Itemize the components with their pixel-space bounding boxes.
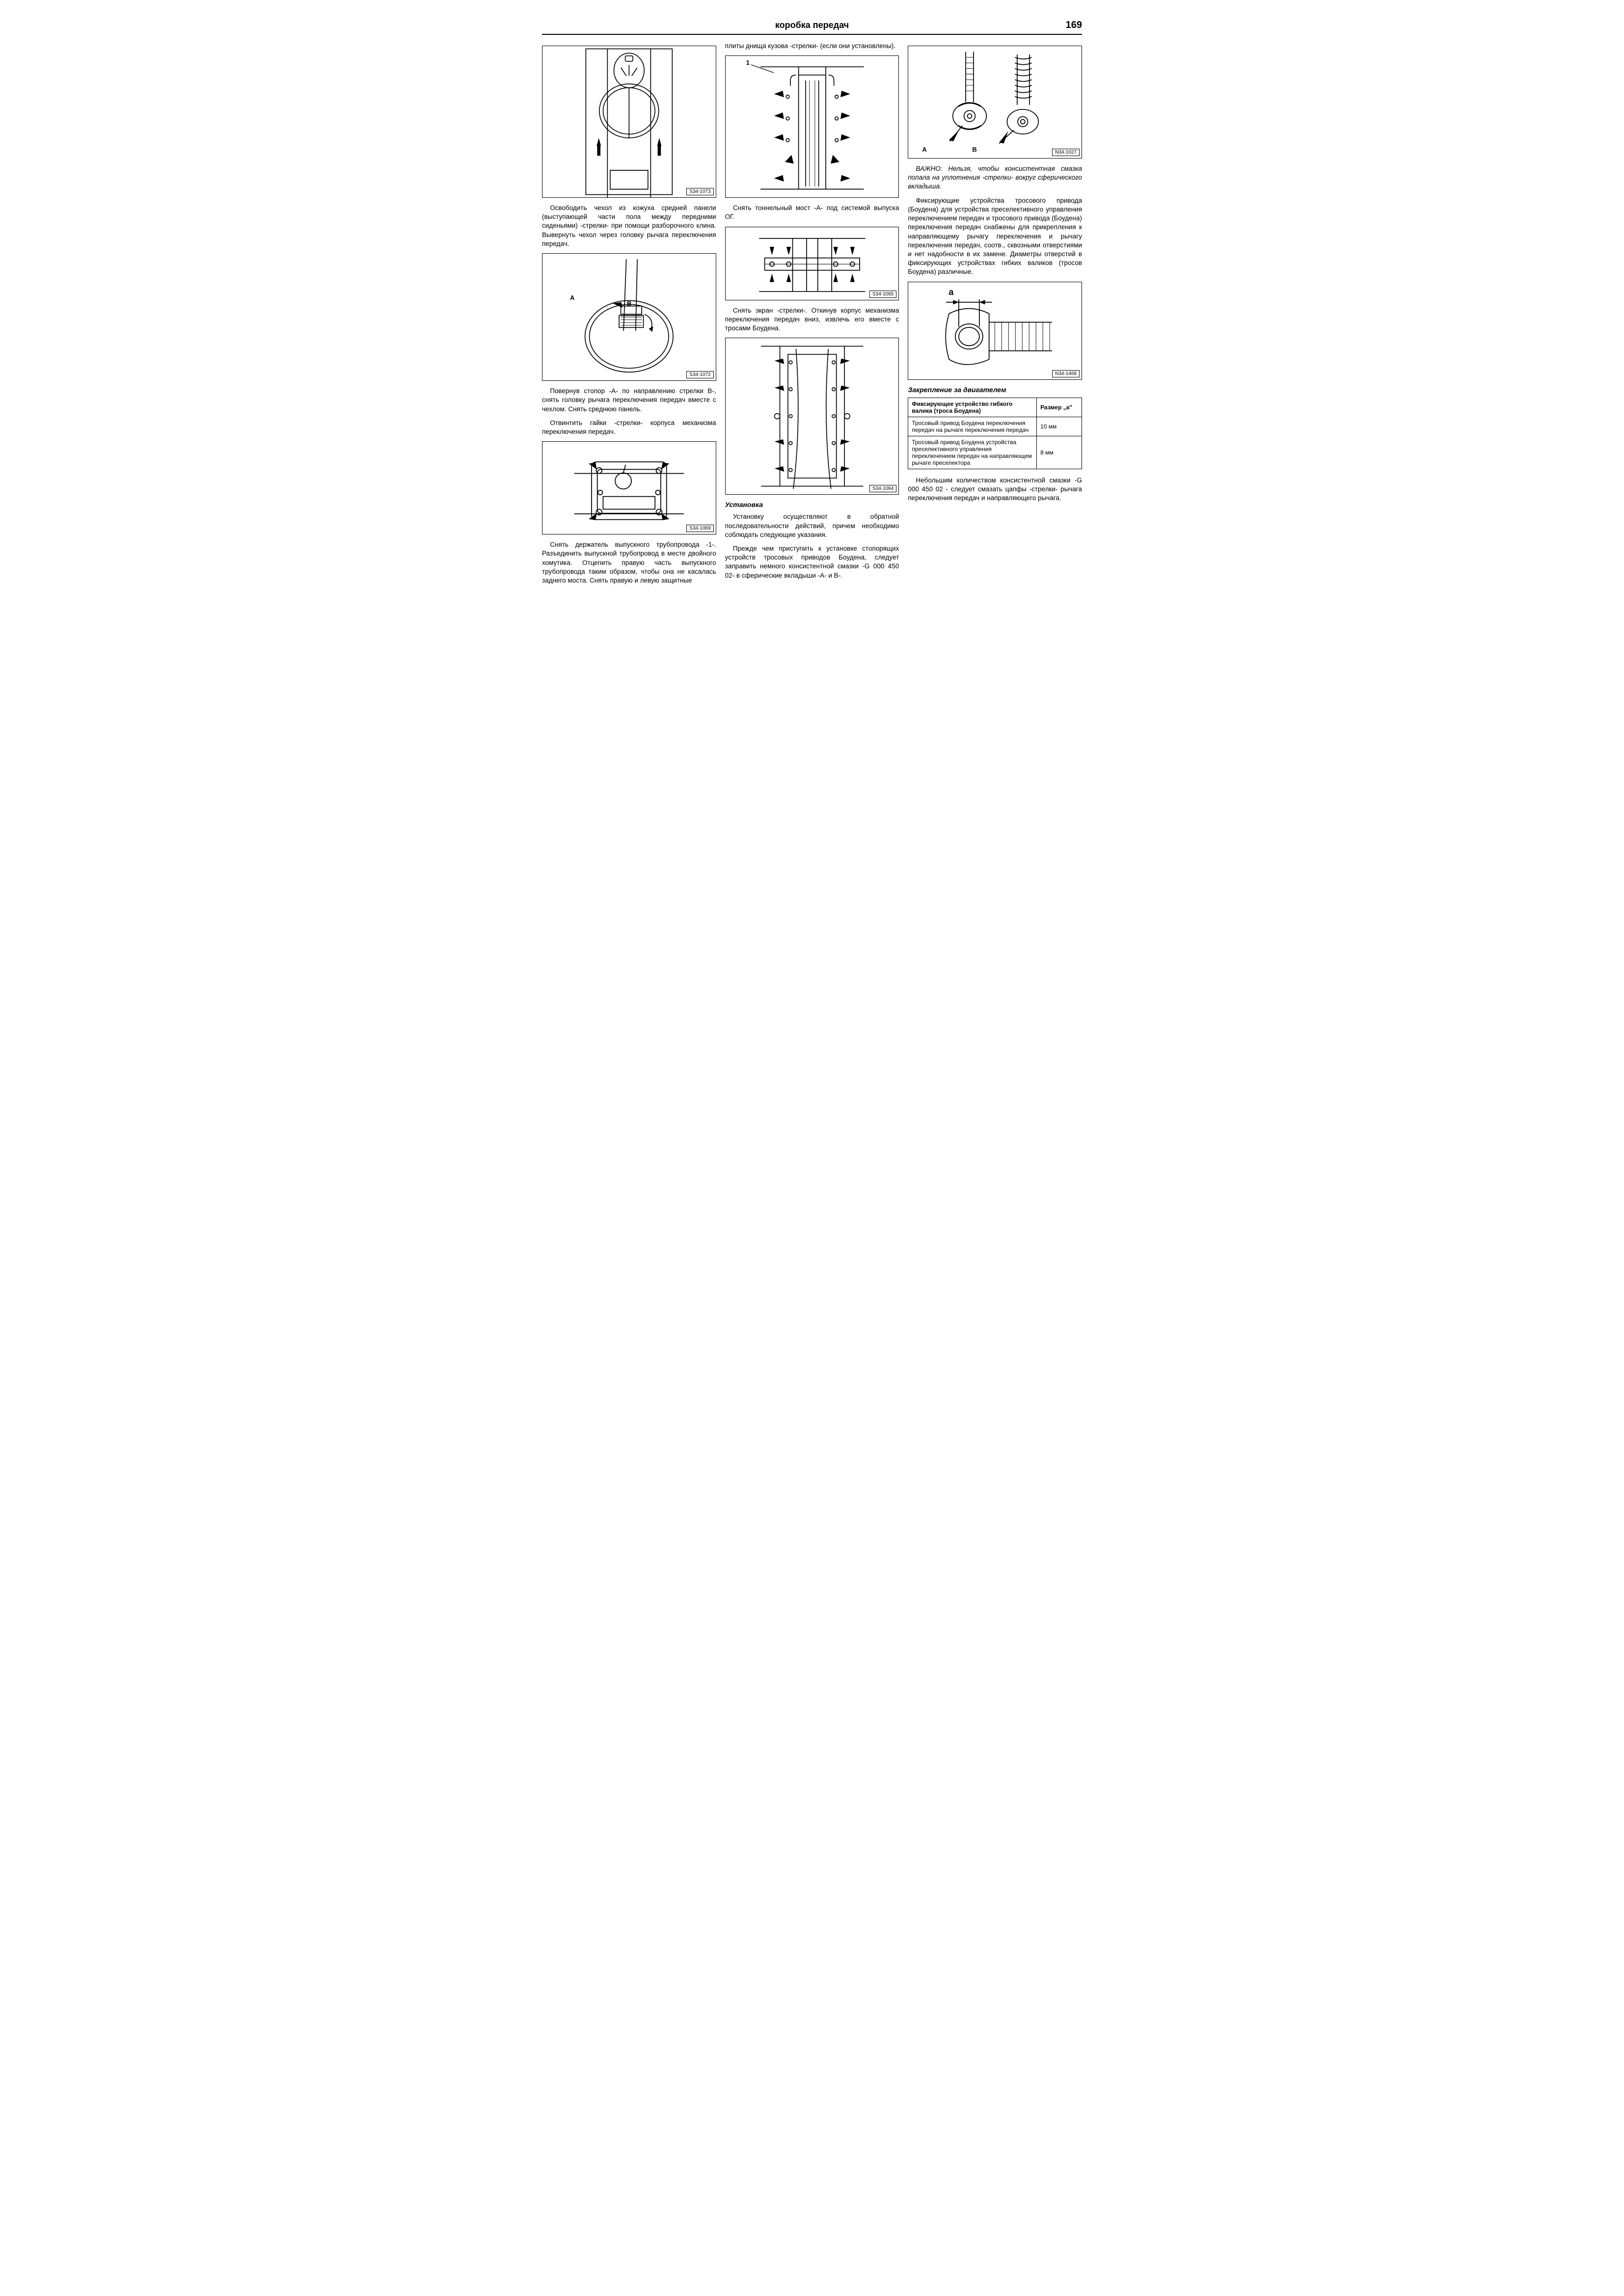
paragraph: Отвинтить гайки -стрелки- корпуса механи…	[542, 419, 716, 436]
callout-a-dim: a	[948, 287, 953, 297]
callout-a: A	[570, 294, 574, 301]
paragraph: Фиксирующие устройства тросового привода…	[908, 196, 1082, 277]
subheading-install: Установка	[725, 501, 899, 508]
callout-line	[751, 63, 776, 75]
paragraph: Снять экран -стрелки-. Откинув корпус ме…	[725, 306, 899, 333]
paragraph: Снять держатель выпускного трубопровода …	[542, 540, 716, 585]
figure-label: S34-1073	[686, 188, 713, 195]
paragraph: Снять тоннельный мост -A- под системой в…	[725, 204, 899, 221]
figure-label: S34-1069	[686, 525, 713, 532]
callout-b: B	[627, 300, 631, 307]
figure-s34-1065: S34-1065	[725, 227, 899, 300]
callout-a: A	[922, 146, 926, 153]
figure-n34-1468: a N34-1468	[908, 282, 1082, 380]
page-number: 169	[1053, 20, 1082, 31]
paragraph: Небольшим количеством консистентной смаз…	[908, 476, 1082, 503]
figure-label: S34-1064	[869, 485, 896, 492]
diagram-heat-shield	[726, 338, 899, 494]
dimension-table: Фиксирующее устройство гибкого валика (т…	[908, 398, 1082, 469]
paragraph: Повернув стопор -A- по направлению стрел…	[542, 387, 716, 414]
table-cell: 8 мм	[1037, 436, 1082, 469]
column-2: плиты днища кузова -стрелки- (если они у…	[725, 42, 899, 590]
diagram-bore-dimension	[908, 282, 1082, 379]
diagram-cable-ends	[908, 46, 1082, 158]
table-cell: Тросовый привод Боудена переключения пер…	[908, 417, 1037, 436]
column-1: S34-1073 Освободить чехол из кожуха сред…	[542, 42, 716, 590]
diagram-shifter-housing	[542, 442, 716, 534]
diagram-shifter-lock	[542, 254, 716, 380]
figure-s34-1064: S34-1064	[725, 338, 899, 495]
table-header: Размер „a"	[1037, 398, 1082, 417]
figure-label: S34-1072	[686, 371, 713, 378]
paragraph: Установку осуществляют в обратной послед…	[725, 512, 899, 539]
figure-s34-1073: S34-1073	[542, 46, 716, 198]
page-header: коробка передач 169	[542, 20, 1082, 35]
content-columns: S34-1073 Освободить чехол из кожуха сред…	[542, 42, 1082, 590]
figure-s34-1069: S34-1069	[542, 441, 716, 534]
table-header: Фиксирующее устройство гибкого валика (т…	[908, 398, 1037, 417]
table-row: Тросовый привод Боудена переключения пер…	[908, 417, 1082, 436]
page-title: коробка передач	[571, 20, 1053, 30]
figure-s34-1072: A B S34-1072	[542, 253, 716, 381]
diagram-shifter-boot	[542, 46, 716, 197]
paragraph: Освободить чехол из кожуха средней панел…	[542, 204, 716, 248]
figure-exhaust-shields: 1	[725, 55, 899, 198]
diagram-underbody-1	[726, 56, 899, 197]
manual-page: коробка передач 169	[542, 20, 1082, 590]
table-cell: 10 мм	[1037, 417, 1082, 436]
paragraph: плиты днища кузова -стрелки- (если они у…	[725, 42, 899, 51]
callout-1: 1	[746, 59, 750, 66]
figure-label: N34-1468	[1052, 370, 1080, 377]
subheading-table: Закрепление за двигателем	[908, 386, 1082, 394]
paragraph: Прежде чем приступить к установке стопор…	[725, 544, 899, 580]
figure-label: S34-1065	[869, 291, 896, 298]
callout-b: B	[972, 146, 976, 153]
paragraph-important: ВАЖНО: Нельзя, чтобы консистентная смазк…	[908, 164, 1082, 191]
figure-label: N34-1027	[1052, 149, 1080, 156]
table-row: Тросовый привод Боудена устройства пресе…	[908, 436, 1082, 469]
diagram-tunnel-bridge	[726, 227, 899, 300]
column-3: A B N34-1027 ВАЖНО: Нельзя, чтобы консис…	[908, 42, 1082, 590]
table-cell: Тросовый привод Боудена устройства пресе…	[908, 436, 1037, 469]
figure-n34-1027: A B N34-1027	[908, 46, 1082, 159]
